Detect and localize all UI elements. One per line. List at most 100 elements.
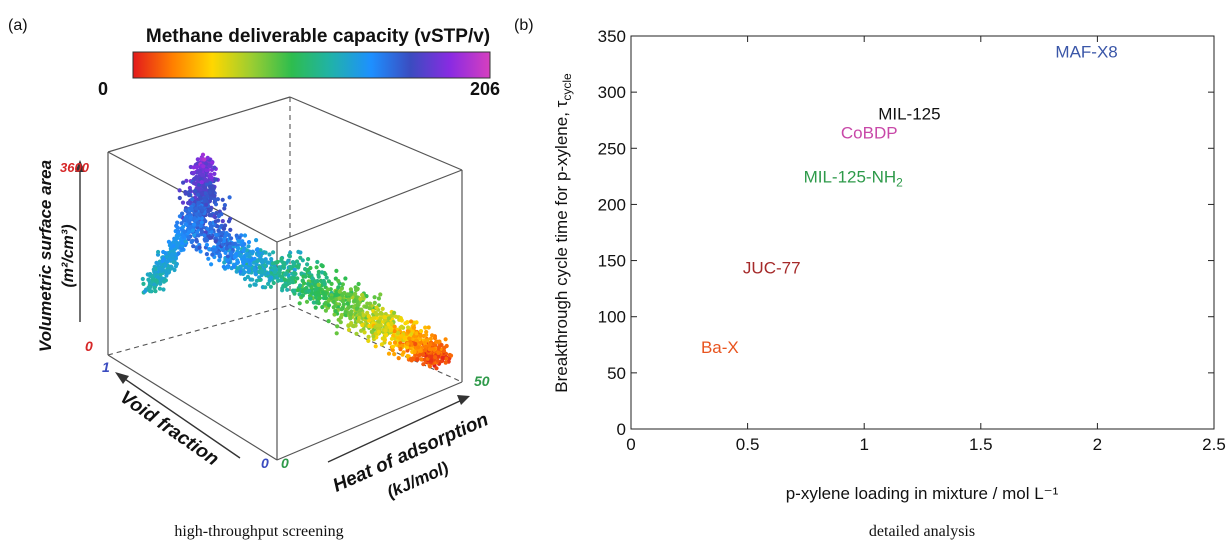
cloud-point bbox=[378, 316, 383, 321]
cloud-point bbox=[275, 278, 281, 283]
cloud-point bbox=[212, 165, 217, 170]
cloud-point bbox=[198, 249, 203, 254]
y-axis-max: 1 bbox=[102, 359, 110, 375]
cloud-point bbox=[443, 360, 448, 365]
cloud-point bbox=[267, 252, 272, 257]
cloud-point bbox=[175, 225, 180, 230]
cloud-point bbox=[263, 263, 268, 269]
cloud-point bbox=[353, 291, 358, 296]
cloud-point bbox=[416, 345, 421, 350]
cloud-point bbox=[390, 344, 396, 349]
cloud-point bbox=[204, 252, 209, 257]
cloud-point bbox=[236, 246, 241, 251]
cloud-point bbox=[336, 285, 341, 290]
z-axis-arrowhead bbox=[75, 160, 85, 172]
cloud-point bbox=[357, 315, 362, 320]
cloud-point bbox=[221, 239, 226, 244]
axis-ticks: 0 0.5 1 1.5 2 2.5 0 50 100 150 200 250 300 350 bbox=[598, 27, 1226, 454]
cloud-point bbox=[399, 324, 404, 329]
cloud-point bbox=[213, 202, 219, 207]
cloud-point bbox=[208, 174, 213, 179]
cloud-point bbox=[303, 267, 308, 272]
cloud-point bbox=[384, 332, 389, 337]
y-tick-label: 0 bbox=[617, 420, 626, 439]
cloud-point bbox=[263, 285, 268, 290]
cloud-point bbox=[259, 257, 264, 263]
cloud-point bbox=[163, 263, 168, 268]
cloud-point bbox=[295, 288, 300, 293]
cloud-point bbox=[214, 210, 219, 216]
cloud-point bbox=[200, 208, 205, 213]
cloud-point bbox=[207, 184, 213, 189]
cloud-point bbox=[166, 239, 171, 244]
cloud-point bbox=[203, 219, 208, 224]
cloud-point bbox=[156, 249, 161, 255]
cloud-point bbox=[160, 276, 165, 281]
cloud-point bbox=[316, 274, 321, 279]
cloud-point bbox=[302, 281, 307, 286]
cloud-point bbox=[204, 161, 209, 166]
cloud-point bbox=[153, 278, 159, 283]
cloud-point bbox=[437, 339, 442, 344]
cloud-point bbox=[358, 296, 363, 302]
cloud-point bbox=[375, 323, 380, 328]
cloud-point bbox=[172, 267, 177, 273]
cloud-point bbox=[194, 165, 199, 170]
cloud-point bbox=[240, 243, 245, 248]
x-axis-title: p-xylene loading in mixture / mol L⁻¹ bbox=[786, 484, 1059, 503]
cloud-point bbox=[348, 312, 353, 317]
cloud-point bbox=[225, 265, 230, 270]
cloud-point bbox=[234, 269, 239, 274]
cloud-point bbox=[371, 334, 376, 339]
cloud-point bbox=[210, 252, 215, 257]
cloud-point bbox=[334, 331, 339, 336]
z-axis-units: (m²/cm³) bbox=[60, 224, 77, 287]
cloud-point bbox=[191, 165, 196, 170]
cloud-point bbox=[346, 327, 352, 332]
cloud-point bbox=[190, 228, 195, 233]
cloud-point bbox=[414, 331, 419, 336]
cloud-point bbox=[304, 285, 309, 291]
cloud-point bbox=[408, 357, 413, 362]
cloud-point bbox=[255, 259, 260, 264]
cloud-point bbox=[313, 283, 318, 288]
y-tick-label: 200 bbox=[598, 195, 626, 214]
cloud-point bbox=[369, 330, 375, 335]
cloud-point bbox=[189, 215, 194, 220]
cloud-point bbox=[213, 232, 218, 237]
cloud-point bbox=[149, 289, 154, 294]
cloud-point bbox=[271, 280, 276, 286]
cloud-point bbox=[140, 276, 145, 282]
cloud-point bbox=[283, 284, 288, 289]
cloud-point bbox=[194, 247, 199, 252]
cloud-point bbox=[354, 295, 359, 300]
cloud-point bbox=[308, 296, 313, 301]
cloud-point bbox=[195, 170, 200, 175]
cloud-point bbox=[208, 164, 213, 169]
cloud-point bbox=[141, 281, 146, 286]
cloud-point bbox=[340, 299, 345, 304]
x-tick-label: 2.5 bbox=[1202, 435, 1226, 454]
point-label-ba-x: Ba-X bbox=[701, 338, 739, 357]
cloud-point bbox=[209, 229, 214, 234]
cloud-point bbox=[333, 309, 338, 314]
cloud-point bbox=[389, 313, 394, 318]
cloud-point bbox=[386, 351, 392, 356]
colorbar bbox=[132, 51, 491, 79]
cloud-point bbox=[271, 250, 276, 255]
cloud-point bbox=[349, 309, 354, 314]
cloud-point bbox=[189, 206, 194, 211]
cloud-point bbox=[300, 258, 305, 263]
y-axis-title-main: Breakthrough cycle time for p-xylene, τ bbox=[552, 100, 571, 392]
cloud-point bbox=[346, 297, 351, 302]
cloud-point bbox=[337, 289, 342, 294]
cloud-point bbox=[287, 253, 292, 258]
cloud-point bbox=[315, 299, 320, 304]
cloud-point bbox=[243, 265, 248, 270]
cloud-point bbox=[339, 312, 344, 318]
cloud-point bbox=[407, 336, 412, 341]
cloud-point bbox=[334, 268, 339, 273]
cloud-point bbox=[419, 357, 424, 362]
cloud-point bbox=[356, 319, 361, 324]
